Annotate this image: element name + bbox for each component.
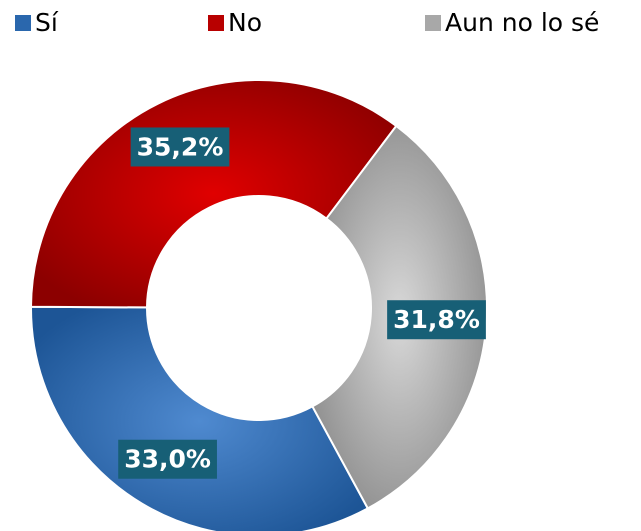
value-label-text: 31,8% xyxy=(393,305,480,334)
value-label-text: 35,2% xyxy=(137,132,224,161)
donut-slice xyxy=(30,305,370,531)
legend-label: Sí xyxy=(35,8,59,37)
legend-swatch xyxy=(208,15,224,31)
legend-label: No xyxy=(228,8,262,37)
value-label-box xyxy=(118,439,217,479)
legend-swatch xyxy=(425,15,441,31)
donut-slice xyxy=(29,79,398,309)
value-label-box xyxy=(130,127,230,167)
legend-label: Aun no lo sé xyxy=(445,8,599,37)
value-label: 33,0% xyxy=(118,439,217,479)
legend-swatch xyxy=(15,15,31,31)
value-label-box xyxy=(387,300,486,340)
value-label: 31,8% xyxy=(387,300,486,340)
value-label: 35,2% xyxy=(130,127,230,167)
value-label-text: 33,0% xyxy=(124,445,211,474)
